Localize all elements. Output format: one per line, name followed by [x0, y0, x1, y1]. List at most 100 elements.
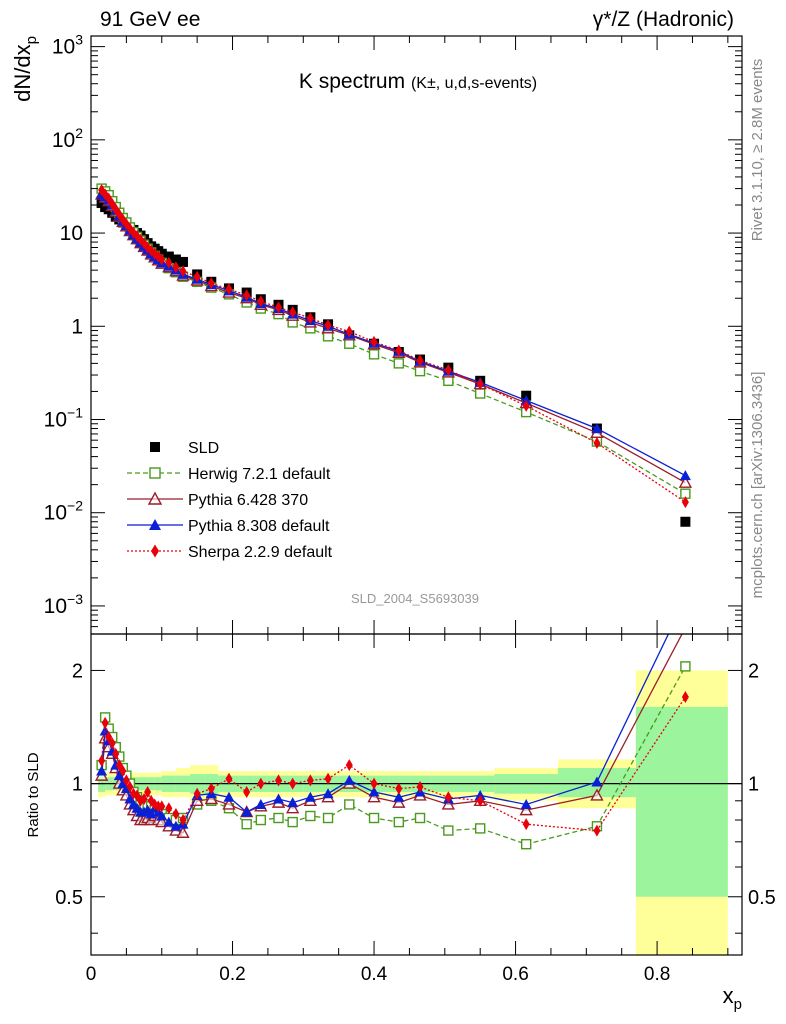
- plot-layer: 10−3 10−2 10−1 1 10 102 103 0 0.2 0.4 0.6 0.8 0.5 0.5…: [10, 32, 776, 1013]
- data-point: [522, 399, 530, 412]
- legend-item: Herwig 7.2.1 default: [127, 466, 331, 483]
- data-point: [255, 814, 267, 826]
- data-point: [367, 790, 381, 803]
- legend-label: Pythia 6.428 370: [188, 492, 308, 509]
- data-point: [151, 544, 159, 558]
- data-point: [680, 516, 691, 527]
- data-point: [368, 812, 380, 824]
- data-point: [122, 774, 130, 787]
- y-tick-label: 10−3: [44, 591, 84, 618]
- data-point: [163, 251, 174, 262]
- data-point: [273, 812, 284, 824]
- data-point: [172, 261, 180, 274]
- x-tick-label: 0.4: [361, 964, 388, 985]
- data-point: [289, 306, 297, 319]
- legend: SLD Herwig 7.2.1 default Pythia 6.428 370 P…: [127, 440, 333, 561]
- x-axis-label: xp: [723, 983, 742, 1013]
- data-point: [165, 256, 173, 269]
- legend-label: Pythia 8.308 default: [188, 518, 330, 535]
- data-point: [345, 325, 353, 338]
- data-point: [343, 774, 355, 785]
- data-point: [149, 519, 161, 530]
- data-point: [520, 838, 532, 850]
- ratio-y-tick-label: 1: [72, 774, 83, 796]
- header-left: 91 GeV ee: [100, 8, 200, 31]
- data-point: [225, 772, 233, 785]
- data-point: [165, 802, 173, 815]
- ratio-series-pythia-8-308-default: [96, 593, 691, 831]
- data-point: [170, 254, 181, 265]
- y-tick-label: 1: [71, 315, 83, 338]
- ratio-y-tick-label: 0.5: [55, 887, 83, 909]
- data-point: [680, 593, 691, 603]
- data-point: [172, 808, 180, 821]
- data-point: [395, 782, 403, 795]
- main-y-axis-label: dN/dxp: [10, 36, 40, 102]
- analysis-watermark: SLD_2004_S5693039: [351, 591, 479, 606]
- data-point: [393, 791, 405, 802]
- data-point: [322, 788, 334, 799]
- data-point: [679, 470, 691, 481]
- data-point: [591, 423, 603, 434]
- data-point: [158, 253, 166, 266]
- data-point: [193, 787, 201, 800]
- data-point: [678, 475, 693, 488]
- data-point: [177, 256, 188, 267]
- data-point: [101, 716, 109, 729]
- data-point: [179, 265, 187, 278]
- data-point: [414, 365, 426, 377]
- chart-title: K spectrum (K±, u,d,s-events): [299, 70, 537, 93]
- data-point: [344, 799, 355, 810]
- data-point: [322, 812, 334, 824]
- data-point: [126, 780, 134, 793]
- data-point: [149, 467, 161, 479]
- y-tick-label: 10−2: [44, 498, 84, 525]
- data-point: [395, 344, 403, 357]
- data-point: [416, 354, 424, 367]
- data-point: [681, 496, 689, 509]
- legend-label: SLD: [188, 440, 219, 457]
- data-point: [207, 277, 215, 290]
- data-point: [155, 815, 169, 828]
- data-point: [443, 375, 454, 387]
- ratio-series-sherpa-2-2-9-default: [98, 690, 689, 837]
- data-point: [204, 792, 218, 805]
- legend-item: Sherpa 2.2.9 default: [127, 544, 333, 561]
- data-point: [474, 388, 486, 399]
- data-point: [176, 825, 190, 838]
- data-point: [96, 765, 108, 776]
- data-point: [119, 765, 127, 778]
- data-point: [257, 777, 265, 790]
- data-point: [414, 812, 426, 824]
- data-point: [476, 794, 484, 807]
- data-point: [474, 823, 486, 834]
- data-point: [304, 791, 316, 802]
- data-point: [108, 737, 116, 750]
- data-point: [520, 798, 532, 809]
- legend-item: Pythia 8.308 default: [127, 518, 330, 535]
- data-point: [416, 780, 424, 793]
- ratio-y-tick-label: 2: [72, 660, 83, 682]
- data-point: [680, 622, 691, 632]
- legend-item: SLD: [150, 440, 219, 457]
- data-point: [289, 777, 297, 790]
- ratio-y-ticks: [91, 669, 742, 934]
- data-point: [443, 825, 454, 836]
- rivet-label: Rivet 3.1.10, ≥ 2.8M events: [749, 59, 766, 242]
- data-point: [179, 814, 187, 827]
- data-point: [144, 785, 152, 798]
- data-point: [344, 338, 355, 349]
- data-point: [593, 436, 601, 449]
- legend-item: Pythia 6.428 370: [127, 491, 308, 509]
- data-point: [112, 747, 120, 760]
- data-point: [444, 791, 452, 804]
- data-point: [392, 795, 406, 808]
- data-point: [98, 754, 106, 767]
- data-point: [255, 798, 267, 809]
- legend-label: Sherpa 2.2.9 default: [188, 544, 333, 561]
- data-point: [519, 803, 533, 816]
- data-point: [370, 335, 378, 348]
- data-point: [140, 792, 148, 805]
- stat-uncertainty-band: [635, 706, 728, 897]
